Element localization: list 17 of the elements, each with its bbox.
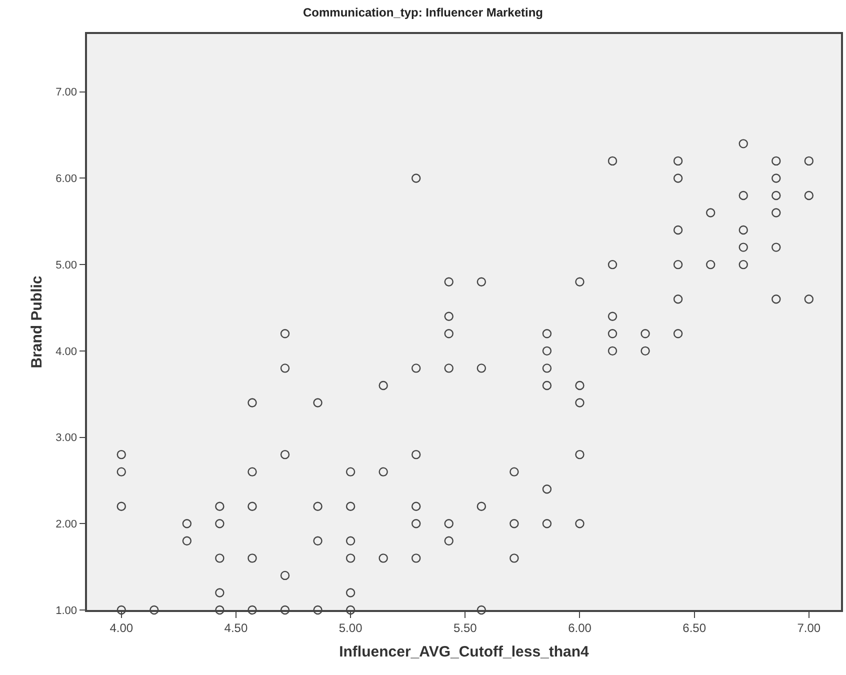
x-tick-label: 7.00 [797, 621, 821, 636]
y-tick-label: 3.00 [56, 432, 78, 444]
x-tick-label: 6.50 [682, 621, 706, 636]
y-tick-label: 7.00 [56, 86, 78, 99]
x-tick-label: 5.00 [338, 621, 363, 636]
y-tick-label: 6.00 [56, 173, 78, 186]
x-tick-label: 6.00 [568, 621, 592, 636]
x-tick-label: 4.00 [110, 621, 134, 636]
y-tick-label: 2.00 [56, 518, 78, 530]
y-tick-label: 4.00 [56, 346, 78, 358]
x-tick-label: 5.50 [453, 621, 478, 636]
chart-title: Communication_typ: Influencer Marketing [302, 5, 544, 20]
y-axis-title: Brand Public [28, 276, 46, 368]
y-tick-label: 1.00 [56, 604, 78, 617]
y-tick-label: 5.00 [56, 259, 78, 272]
x-tick-label: 4.50 [224, 621, 248, 636]
x-axis-title: Influencer_AVG_Cutoff_less_than4 [339, 644, 590, 661]
